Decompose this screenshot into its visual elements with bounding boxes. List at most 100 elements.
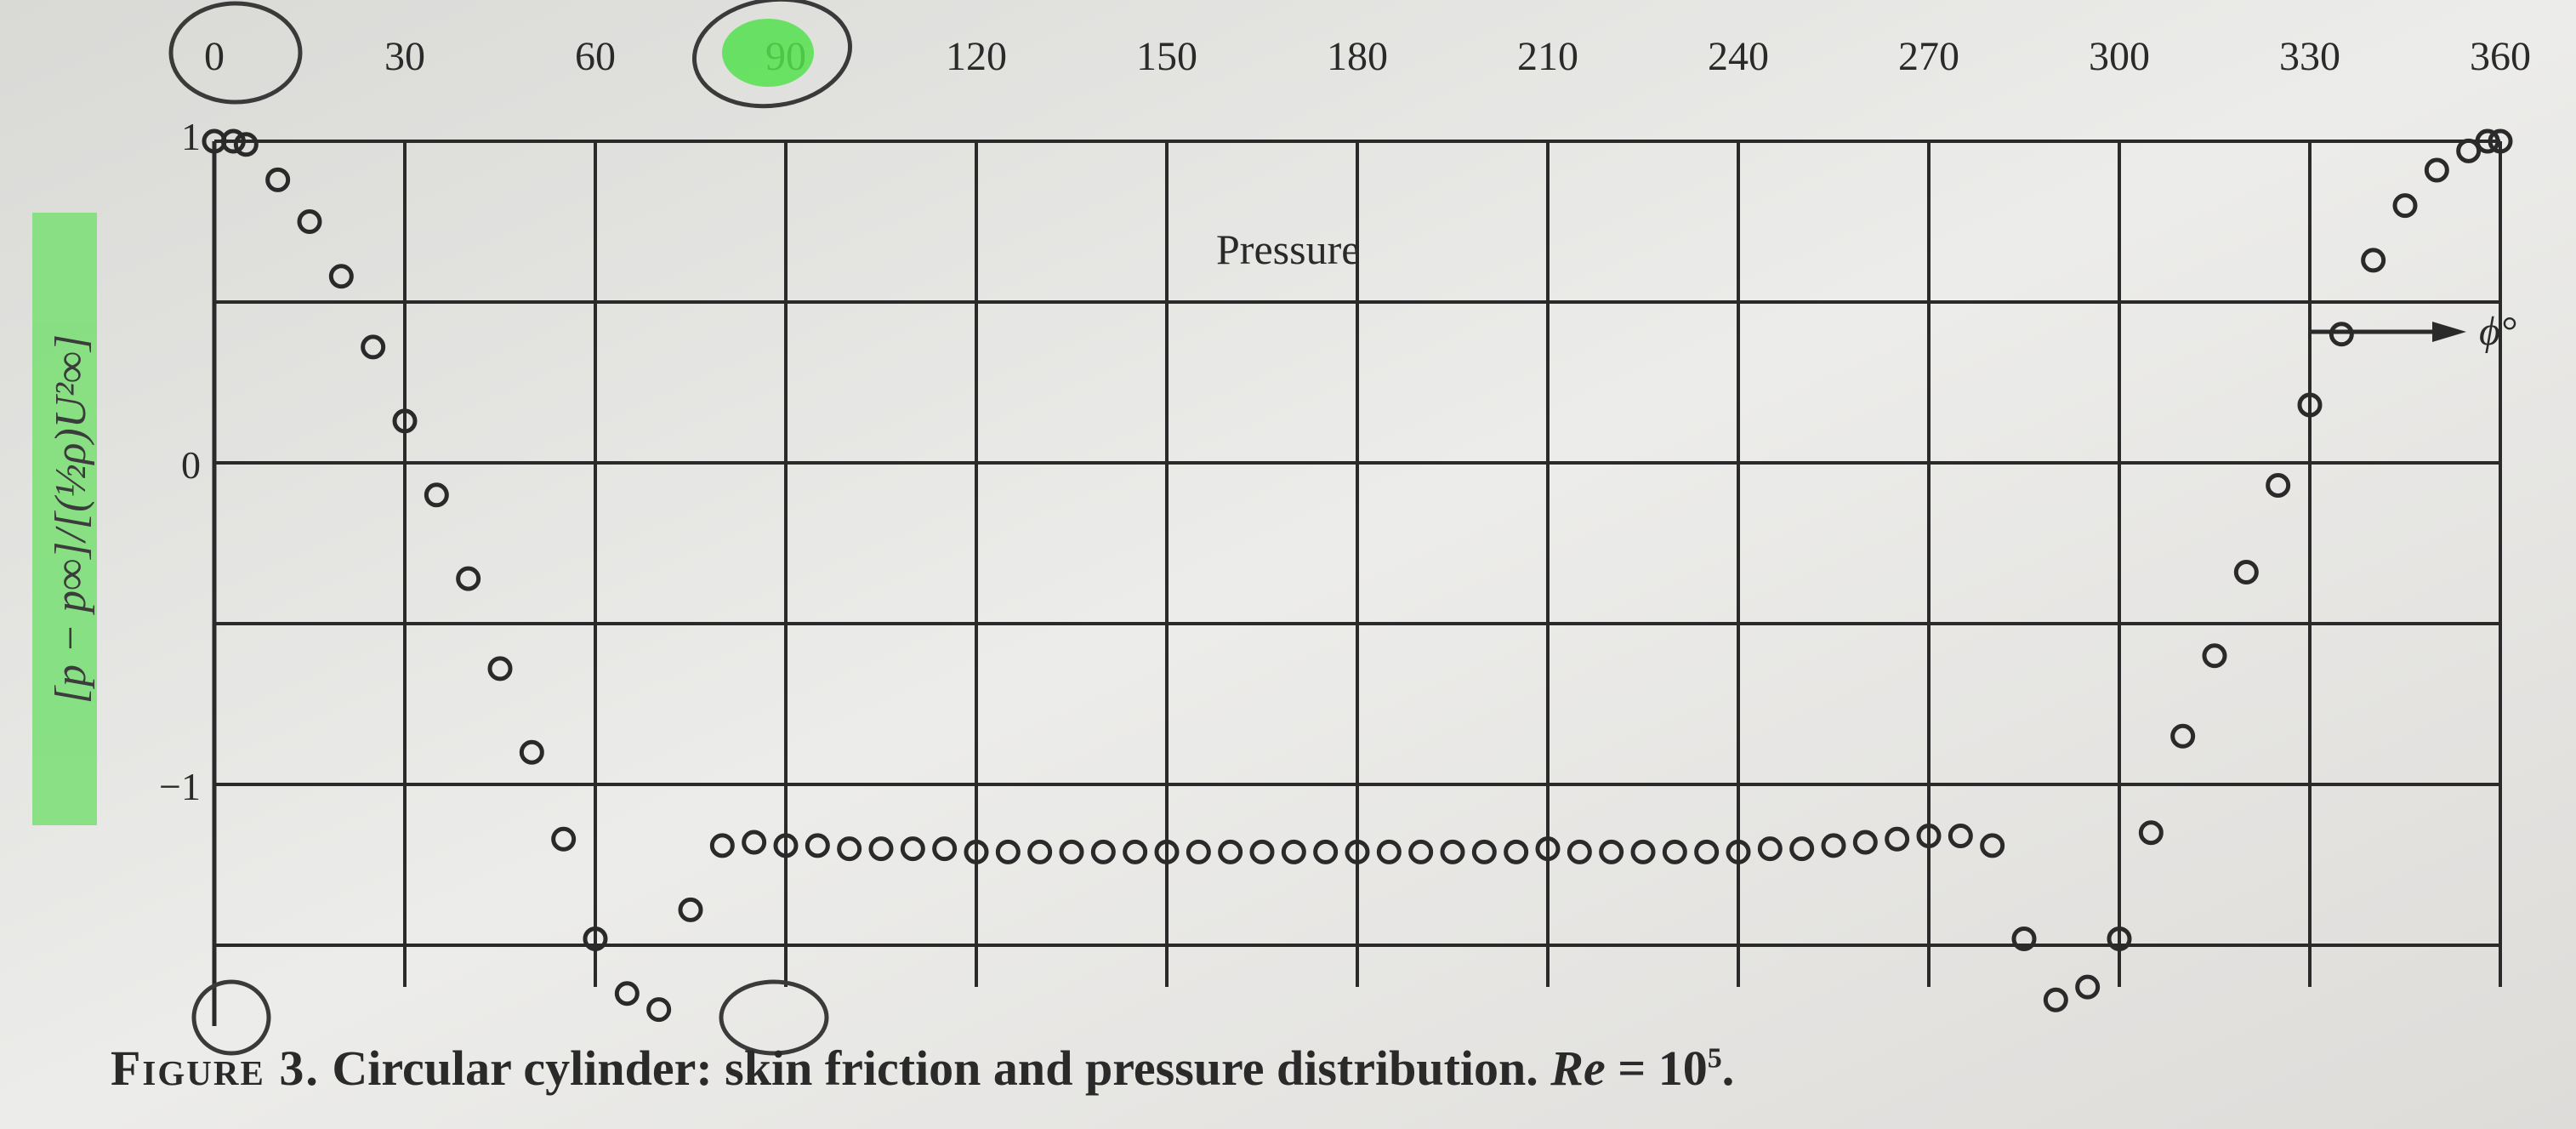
data-point (995, 839, 1021, 864)
data-point (1885, 826, 1910, 852)
data-point (2475, 128, 2500, 154)
data-point (2488, 128, 2513, 154)
data-point (2075, 974, 2101, 1000)
data-point (2297, 392, 2323, 418)
data-point (742, 830, 767, 855)
data-point (1630, 839, 1656, 864)
data-point (583, 926, 608, 951)
caption-end: . (1721, 1041, 1735, 1096)
data-point (2170, 723, 2196, 749)
data-point (1662, 839, 1687, 864)
grid (212, 140, 2502, 1026)
data-point (1154, 839, 1180, 864)
data-point (456, 566, 481, 591)
data-point (361, 334, 386, 360)
x-tick-label: 300 (2089, 34, 2150, 79)
x-tick-label: 0 (204, 34, 225, 79)
data-point (1980, 833, 2005, 858)
y-axis-label-highlight: [p − p∞]/[(½ρ)U²∞] (32, 213, 97, 825)
data-point (1408, 839, 1434, 864)
hand-drawn-marks (168, 0, 853, 1056)
x-tick-label: 30 (384, 34, 425, 79)
data-point (220, 128, 246, 154)
data-point (614, 981, 640, 1006)
data-point (2043, 987, 2068, 1012)
data-point (265, 167, 291, 192)
x-tick-label: 330 (2279, 34, 2340, 79)
bottom-circle-90 (719, 979, 829, 1056)
axis-ticks: 030609012015018021024027030033036010−1 (159, 34, 2531, 808)
data-point (1726, 839, 1751, 864)
x-tick-label: 270 (1898, 34, 1959, 79)
data-point (424, 482, 449, 508)
x-tick-label: 60 (575, 34, 616, 79)
data-point (1059, 839, 1084, 864)
highlight-circle-90 (691, 0, 853, 109)
data-point (1313, 839, 1339, 864)
x-tick-label: 210 (1517, 34, 1578, 79)
data-point (2233, 560, 2259, 585)
x-tick-label: 180 (1327, 34, 1388, 79)
data-point (2456, 138, 2482, 163)
data-point (392, 408, 418, 434)
data-point (1535, 836, 1561, 862)
data-point (1948, 823, 1973, 848)
data-point (646, 997, 672, 1023)
caption-text: Circular cylinder: skin friction and pre… (319, 1041, 1551, 1096)
data-point (1281, 839, 1306, 864)
x-tick-label: 360 (2470, 34, 2531, 79)
data-point (678, 897, 703, 922)
data-point (1852, 830, 1878, 855)
data-point (1504, 839, 1529, 864)
data-point (1186, 839, 1211, 864)
data-point (519, 739, 544, 765)
highlight-fill-90 (722, 19, 814, 87)
figure-caption: Figure 3. Circular cylinder: skin fricti… (111, 1040, 2492, 1108)
pressure-annotation: Pressure (1216, 225, 1360, 273)
data-point (1757, 836, 1783, 862)
data-points (202, 128, 2513, 1023)
x-tick-label: 120 (946, 34, 1007, 79)
highlight-circle-0 (168, 1, 303, 105)
data-point (1027, 839, 1053, 864)
y-tick-label: −1 (159, 765, 201, 808)
data-point (709, 833, 735, 858)
data-point (2392, 193, 2418, 219)
data-point (1249, 839, 1275, 864)
data-point (1789, 836, 1815, 862)
data-point (900, 836, 925, 862)
data-point (805, 833, 830, 858)
data-point (487, 656, 513, 681)
data-point (773, 833, 799, 858)
data-point (2011, 926, 2037, 951)
y-tick-label: 0 (181, 443, 201, 487)
caption-prefix: Figure 3. (111, 1041, 320, 1096)
x-tick-label: 150 (1136, 34, 1197, 79)
data-point (1694, 839, 1720, 864)
bottom-circle-0 (191, 979, 271, 1056)
x-tick-label: 240 (1708, 34, 1769, 79)
data-point (2138, 820, 2164, 846)
y-axis-label: [p − p∞]/[(½ρ)U²∞] (47, 334, 95, 704)
data-point (1599, 839, 1624, 864)
data-point (233, 132, 259, 157)
data-point (964, 839, 989, 864)
data-point (837, 836, 862, 862)
data-point (1567, 839, 1592, 864)
data-point (2424, 157, 2449, 183)
data-point (1471, 839, 1497, 864)
data-point (868, 836, 894, 862)
data-point (328, 264, 354, 289)
data-point (1440, 839, 1465, 864)
data-point (1218, 839, 1243, 864)
data-point (2107, 926, 2132, 951)
data-point (1376, 839, 1402, 864)
phi-label: ϕ° (2479, 309, 2516, 354)
data-point (2266, 472, 2291, 498)
data-point (1345, 839, 1370, 864)
data-point (1916, 823, 1942, 848)
caption-eq: = 10 (1605, 1041, 1708, 1096)
data-point (1123, 839, 1148, 864)
